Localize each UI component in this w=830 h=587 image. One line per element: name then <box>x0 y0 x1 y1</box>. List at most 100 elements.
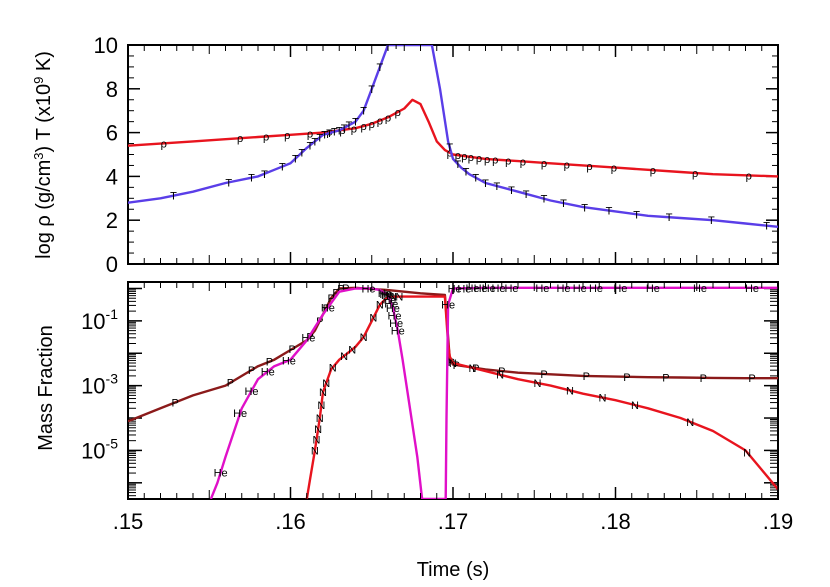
marker-neutrons: N <box>631 400 639 412</box>
marker-temperature: T <box>666 212 673 224</box>
marker-log-density: ρ <box>505 155 511 167</box>
line-temperature <box>128 45 778 228</box>
marker-log-density: ρ <box>360 121 366 133</box>
marker-protons: P <box>171 397 178 409</box>
marker-log-density: ρ <box>564 159 570 171</box>
marker-temperature: T <box>541 194 548 206</box>
x-axis-title: Time (s) <box>417 559 490 581</box>
marker-temperature: T <box>170 191 177 203</box>
marker-helium: He <box>389 318 403 330</box>
marker-temperature: T <box>261 169 268 181</box>
marker-temperature: T <box>472 173 479 185</box>
x-tick-label: .18 <box>600 509 631 534</box>
marker-log-density: ρ <box>586 161 592 173</box>
marker-helium: He <box>745 283 759 295</box>
marker-helium: He <box>391 326 405 338</box>
x-tick-label: .15 <box>113 509 144 534</box>
top-series-group: ρ ρ ρ ρ ρ ρ ρ ρ ρ ρ ρ ρ ρρ ρ ρ ρ ρ ρ ρ ρ ρ ρ ρ ρ ρ ρ ρ ρTT T TTTTTTTT… <box>128 40 778 233</box>
marker-protons: P <box>662 372 669 384</box>
marker-protons: P <box>227 378 234 390</box>
marker-temperature: T <box>508 185 515 197</box>
marker-temperature: T <box>560 198 567 210</box>
marker-temperature: T <box>225 177 232 189</box>
marker-protons: P <box>316 316 323 328</box>
marker-neutrons: N <box>449 358 457 370</box>
marker-protons: P <box>266 357 273 369</box>
marker-log-density: ρ <box>377 116 383 128</box>
marker-log-density: ρ <box>541 158 547 170</box>
marker-neutrons: N <box>496 370 504 382</box>
marker-helium: He <box>282 355 296 367</box>
marker-neutrons: N <box>311 445 319 457</box>
marker-temperature: T <box>321 129 328 141</box>
marker-log-density: ρ <box>447 148 453 160</box>
bottom-y-tick-label: 10-1 <box>81 306 118 334</box>
marker-temperature: T <box>368 84 375 96</box>
marker-temperature: T <box>446 142 453 154</box>
marker-neutrons: N <box>329 363 337 375</box>
marker-log-density: ρ <box>161 138 167 150</box>
marker-helium: He <box>379 289 393 301</box>
bottom-y-axis-title: Mass Fraction <box>35 325 57 451</box>
marker-helium: He <box>441 300 455 312</box>
bottom-y-tick-label: 10-3 <box>81 371 118 399</box>
marker-temperature: T <box>248 173 255 185</box>
marker-helium: He <box>387 310 401 322</box>
mass-fraction-panel: Mass Fraction 10-110-310-5 PPPPPPPPPPPPP… <box>35 281 779 500</box>
marker-temperature: T <box>331 127 338 139</box>
marker-temperature: T <box>763 221 770 233</box>
marker-temperature: T <box>341 123 348 135</box>
marker-protons: P <box>288 344 295 356</box>
marker-temperature: T <box>523 189 530 201</box>
marker-neutrons: N <box>566 386 574 398</box>
marker-temperature: T <box>455 159 462 171</box>
marker-helium: He <box>646 283 660 295</box>
marker-log-density: ρ <box>351 123 357 135</box>
marker-log-density: ρ <box>461 151 467 163</box>
marker-helium: He <box>589 283 603 295</box>
line-neutrons <box>305 295 778 499</box>
marker-temperature: T <box>299 148 306 160</box>
marker-protons: P <box>337 283 344 295</box>
marker-temperature: T <box>463 167 470 179</box>
marker-helium: He <box>573 283 587 295</box>
marker-log-density: ρ <box>395 107 401 119</box>
marker-helium: He <box>693 283 707 295</box>
marker-helium: He <box>556 283 570 295</box>
marker-protons: P <box>248 365 255 377</box>
marker-temperature: T <box>393 40 400 52</box>
bottom-y-tick-label: 10-5 <box>81 435 118 463</box>
top-y-tick-label: 10 <box>94 33 118 58</box>
marker-neutrons: N <box>340 351 348 363</box>
marker-helium: He <box>613 283 627 295</box>
marker-neutrons: N <box>686 417 694 429</box>
marker-temperature: T <box>316 132 323 144</box>
marker-helium: He <box>448 283 462 295</box>
marker-temperature: T <box>326 128 333 140</box>
marker-log-density: ρ <box>307 128 313 140</box>
marker-log-density: ρ <box>650 165 656 177</box>
top-y-tick-label: 2 <box>106 208 118 233</box>
marker-neutrons: N <box>313 435 321 447</box>
marker-neutrons: N <box>369 313 377 325</box>
marker-neutrons: N <box>599 393 607 405</box>
marker-helium: He <box>261 366 275 378</box>
marker-log-density: ρ <box>611 163 617 175</box>
marker-neutrons: N <box>360 332 368 344</box>
marker-neutrons: N <box>317 400 325 412</box>
marker-neutrons: N <box>316 413 324 425</box>
marker-temperature: T <box>581 202 588 214</box>
marker-helium: He <box>381 290 395 302</box>
marker-log-density: ρ <box>369 119 375 131</box>
marker-log-density: ρ <box>476 153 482 165</box>
marker-helium: He <box>386 303 400 315</box>
marker-temperature: T <box>482 178 489 190</box>
marker-helium: He <box>233 408 247 420</box>
top-y-tick-label: 4 <box>106 164 118 189</box>
marker-helium: He <box>244 386 258 398</box>
marker-log-density: ρ <box>492 155 498 167</box>
marker-protons: P <box>332 287 339 299</box>
marker-neutrons: N <box>469 363 477 375</box>
top-axes: 0 2 4 6 8 10 <box>94 33 778 277</box>
marker-temperature: T <box>279 162 286 174</box>
